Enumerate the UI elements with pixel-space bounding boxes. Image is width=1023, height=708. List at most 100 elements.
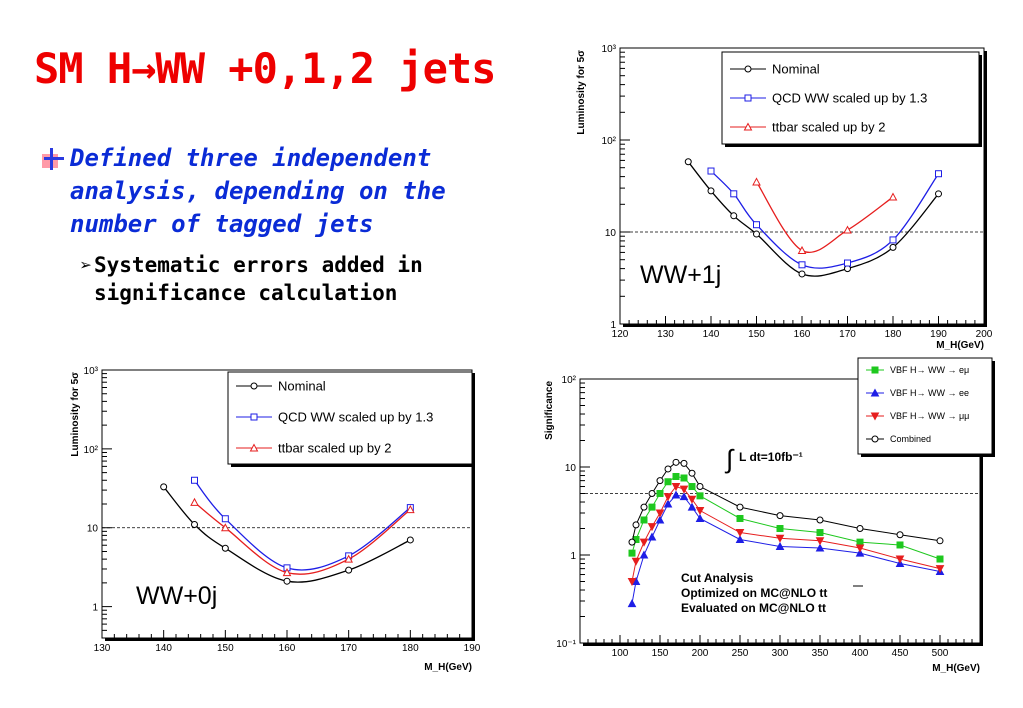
data-point bbox=[406, 536, 414, 544]
data-point bbox=[405, 505, 415, 514]
data-point bbox=[775, 541, 785, 550]
legend-box bbox=[227, 371, 473, 465]
series-group bbox=[627, 490, 945, 608]
sub-bullet-text: Systematic errors added in significance … bbox=[94, 253, 423, 305]
x-axis-label: M_H(GeV) bbox=[932, 663, 980, 674]
chart-note: Cut Analysis bbox=[681, 571, 754, 585]
data-point bbox=[936, 537, 944, 545]
data-point bbox=[855, 548, 865, 557]
chart-significance: 100 150 200 250 300 350 400 450 500 10⁻¹ 1 10 10² M_H… bbox=[538, 355, 998, 675]
series-group bbox=[628, 472, 944, 563]
legend-label: Nominal bbox=[772, 62, 820, 77]
data-point bbox=[250, 382, 258, 390]
data-point bbox=[628, 549, 636, 557]
data-point bbox=[753, 230, 760, 238]
data-point bbox=[843, 225, 852, 234]
series-line bbox=[631, 494, 941, 604]
series-line bbox=[631, 475, 941, 560]
data-point bbox=[870, 412, 880, 421]
chart-ww1j-svg: 120 130 140 150 160 170 180 190 200 1 10 10² 10³ M_H(… bbox=[576, 44, 993, 351]
data-point bbox=[896, 541, 904, 549]
data-point bbox=[696, 483, 704, 491]
y-axis-label: Luminosity for 5σ bbox=[70, 372, 81, 457]
data-point bbox=[671, 483, 681, 492]
legend-label: VBF H→ WW → eμ bbox=[890, 365, 969, 375]
chart-annotation: WW+0j bbox=[136, 582, 217, 610]
data-point bbox=[736, 503, 744, 511]
x-tick-label: 120 bbox=[612, 329, 629, 340]
legend-label: VBF H→ WW → μμ bbox=[890, 411, 969, 421]
x-tick-label: 150 bbox=[652, 648, 669, 659]
data-point bbox=[935, 190, 942, 198]
data-point bbox=[889, 243, 897, 251]
data-point bbox=[679, 485, 689, 494]
data-point bbox=[753, 221, 760, 229]
frame-shadow bbox=[984, 51, 987, 327]
data-point bbox=[695, 507, 705, 516]
integral-symbol: ∫ bbox=[724, 444, 735, 474]
data-point bbox=[707, 187, 715, 195]
data-point bbox=[856, 538, 864, 546]
data-point bbox=[871, 435, 879, 443]
data-point bbox=[627, 577, 637, 587]
data-point bbox=[688, 469, 696, 477]
chart-note: Optimized on MC@NLO tt bbox=[681, 586, 827, 600]
y-tick-label: 10 bbox=[87, 524, 99, 535]
y-tick-label: 10³ bbox=[84, 366, 99, 377]
data-point bbox=[639, 550, 649, 559]
chart-annotation: WW+1j bbox=[640, 261, 721, 289]
legend-label: QCD WW scaled up by 1.3 bbox=[278, 410, 433, 425]
series-group bbox=[627, 483, 945, 587]
y-tick-label: 1 bbox=[92, 603, 98, 614]
data-point bbox=[856, 525, 864, 533]
y-tick-label: 10 bbox=[565, 463, 577, 474]
data-point bbox=[744, 65, 752, 73]
data-point bbox=[752, 177, 761, 186]
bullet-list: Defined three independent analysis, depe… bbox=[42, 142, 512, 307]
legend-label: ttbar scaled up by 2 bbox=[772, 120, 885, 135]
chart-ww1j: 120 130 140 150 160 170 180 190 200 1 10 10² 10³ M_H(… bbox=[568, 42, 998, 352]
data-point bbox=[871, 366, 879, 374]
data-point bbox=[656, 477, 664, 485]
series-group bbox=[160, 483, 414, 585]
x-tick-label: 180 bbox=[402, 643, 419, 654]
x-tick-label: 450 bbox=[892, 648, 909, 659]
data-point bbox=[664, 465, 672, 473]
y-tick-label: 10² bbox=[562, 375, 577, 386]
x-axis-label: M_H(GeV) bbox=[936, 340, 984, 351]
data-point bbox=[648, 503, 656, 511]
data-point bbox=[221, 515, 229, 523]
data-point bbox=[640, 516, 648, 524]
series-group bbox=[752, 177, 898, 254]
data-point bbox=[191, 476, 198, 484]
y-tick-label: 10³ bbox=[602, 44, 617, 55]
data-point bbox=[671, 490, 681, 499]
x-tick-label: 160 bbox=[279, 643, 296, 654]
x-tick-label: 180 bbox=[885, 329, 902, 340]
y-tick-label: 10 bbox=[605, 228, 617, 239]
data-point bbox=[190, 497, 199, 506]
data-point bbox=[656, 489, 664, 497]
data-point bbox=[735, 534, 745, 544]
data-point bbox=[696, 492, 704, 500]
data-point bbox=[639, 538, 649, 547]
data-point bbox=[632, 521, 640, 529]
x-tick-label: 400 bbox=[852, 648, 869, 659]
data-point bbox=[627, 599, 637, 608]
frame-shadow bbox=[583, 643, 983, 646]
data-point bbox=[776, 512, 784, 520]
legend-label: Combined bbox=[890, 434, 931, 444]
x-tick-label: 170 bbox=[839, 329, 856, 340]
data-point bbox=[687, 502, 697, 511]
frame-shadow bbox=[623, 324, 987, 327]
series-group bbox=[190, 497, 415, 577]
data-point bbox=[798, 270, 806, 278]
data-point bbox=[283, 577, 291, 585]
data-point bbox=[680, 474, 688, 482]
x-tick-label: 140 bbox=[155, 643, 172, 654]
data-point bbox=[798, 261, 806, 269]
data-point bbox=[631, 557, 641, 566]
data-point bbox=[935, 565, 945, 574]
data-point bbox=[221, 544, 229, 552]
series-line bbox=[755, 181, 894, 253]
